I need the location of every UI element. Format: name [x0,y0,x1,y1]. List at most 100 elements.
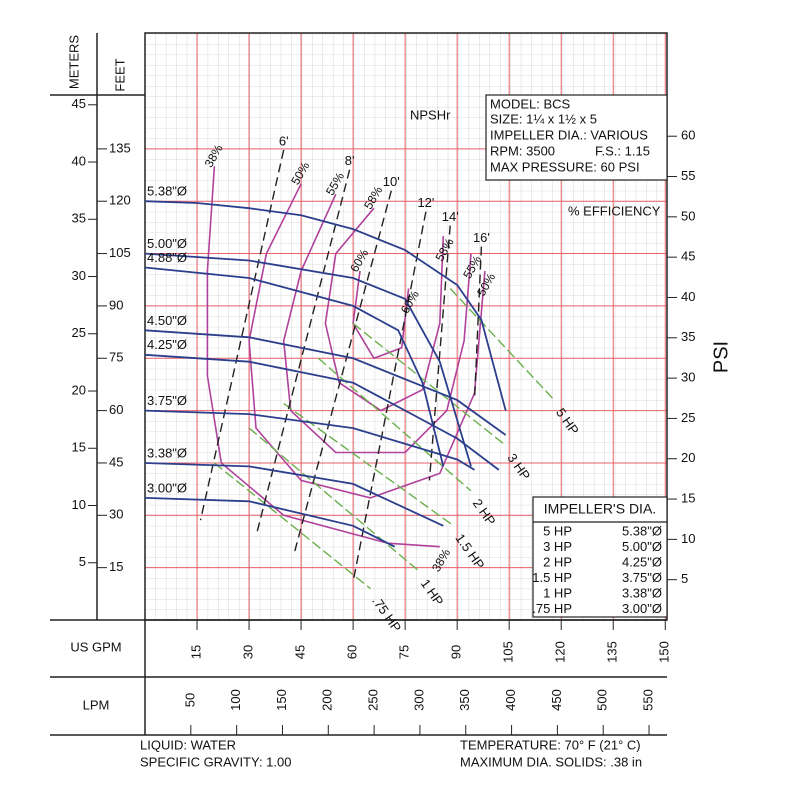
table-cell: 5.38"Ø [622,523,662,538]
efficiency-curve [324,207,445,412]
psi-tick-label: 60 [681,128,695,143]
npsh-value-label: 12' [417,195,434,210]
x-tick-label: 60 [345,645,360,659]
meters-tick-label: 40 [72,153,86,168]
npsh-value-label: 16' [473,230,490,245]
psi-tick-label: 40 [681,289,695,304]
npsh-line [428,225,451,481]
lpm-tick-label: 550 [640,689,655,711]
hp-line [283,403,455,527]
psi-tick-label: 5 [681,571,688,586]
y-tick-label: 90 [109,297,123,312]
table-cell: 4.25"Ø [622,554,662,569]
table-cell: .75 HP [532,601,572,616]
meters-tick-label: 45 [72,96,86,111]
table-cell: 3.75"Ø [622,570,662,585]
impeller-curve [144,266,445,467]
gpm-label: US GPM [70,639,121,654]
impeller-curve [144,497,396,548]
info-box: MODEL: BCS SIZE: 1¼ x 1½ x 5 IMPELLER DI… [485,94,668,181]
psi-tick-label: 55 [681,168,695,183]
impeller-curve [144,353,500,471]
psi-tick-label: 25 [681,410,695,425]
impeller-table: IMPELLER'S DIA. [532,496,668,618]
lpm-tick-label: 150 [274,689,289,711]
meters-tick-label: 35 [72,211,86,226]
impeller-curve [144,462,444,527]
efficiency-curve [282,193,472,454]
psi-tick-label: 20 [681,450,695,465]
y-tick-label: 15 [109,559,123,574]
npsh-value-label: 6' [279,133,289,148]
hp-line [449,288,555,401]
impeller-label: 4.25"Ø [147,337,187,352]
note: TEMPERATURE: 70° F (21° C) [460,737,641,752]
impeller-label: 3.00"Ø [147,480,187,495]
table-cell: 1.5 HP [532,570,572,585]
npsh-line [473,246,483,401]
y-tick-label: 30 [109,507,123,522]
impeller-label: 5.00"Ø [147,236,187,251]
x-tick-label: 150 [657,641,672,663]
meters-tick-label: 30 [72,268,86,283]
lpm-tick-label: 250 [366,689,381,711]
info-text: IMPELLER DIA.: VARIOUS [490,127,648,142]
psi-tick-label: 50 [681,208,695,223]
lpm-tick-label: 200 [320,689,335,711]
y-tick-label: 60 [109,402,123,417]
table-cell: 5 HP [543,523,572,538]
lpm-tick-label: 500 [595,689,610,711]
x-tick-label: 75 [397,645,412,659]
lpm-label: LPM [83,697,110,712]
x-tick-label: 105 [501,641,516,663]
note: LIQUID: WATER [140,737,236,752]
meters-tick-label: 20 [72,382,86,397]
meters-tick-label: 15 [72,440,86,455]
frame [50,32,668,736]
meters-tick-label: 5 [79,554,86,569]
lpm-tick-label: 400 [503,689,518,711]
hp-line [248,427,420,572]
impeller-label: 5.38"Ø [147,184,187,199]
impeller-label: 4.88"Ø [147,250,187,265]
impeller-curve [144,329,507,436]
table-cell: 5.00"Ø [622,539,662,554]
table-cell: 3.38"Ø [622,585,662,600]
impeller-curve [144,252,472,467]
hp-line [352,322,507,447]
psi-label: PSI [710,341,732,373]
lpm-tick-label: 350 [457,689,472,711]
npsh-line [255,169,351,537]
feet-label: FEET [112,58,127,91]
x-tick-label: 45 [293,645,308,659]
y-tick-label: 105 [109,245,131,260]
impeller-label: 3.38"Ø [147,445,187,460]
npsh-value-label: 10' [383,174,400,189]
psi-tick-label: 15 [681,490,695,505]
psi-tick-label: 35 [681,329,695,344]
impeller-curve [144,200,507,411]
note: SPECIFIC GRAVITY: 1.00 [140,754,291,769]
info-text: F.S.: 1.15 [595,143,650,158]
efficiency-label: % EFFICIENCY [568,203,661,218]
x-tick-label: 135 [605,641,620,663]
meters-tick-label: 25 [72,325,86,340]
table-cell: 3 HP [543,539,572,554]
x-tick-label: 120 [553,641,568,663]
efficiency-curve [352,270,410,360]
x-tick-label: 15 [188,645,203,659]
table-cell: 2 HP [543,554,572,569]
info-text: RPM: 3500 [490,143,555,158]
info-text: MAX PRESSURE: 60 PSI [490,159,640,174]
y-tick-label: 120 [109,193,131,208]
npsh-label: NPSHr [410,107,451,122]
lpm-tick-label: 300 [411,689,426,711]
y-tick-label: 135 [109,140,131,155]
x-tick-label: 90 [449,645,464,659]
lpm-tick-label: 450 [549,689,564,711]
meters-label: METERS [66,35,81,90]
y-tick-label: 45 [109,454,123,469]
info-text: SIZE: 1¼ x 1½ x 5 [490,111,597,126]
lpm-tick-label: 100 [228,689,243,711]
